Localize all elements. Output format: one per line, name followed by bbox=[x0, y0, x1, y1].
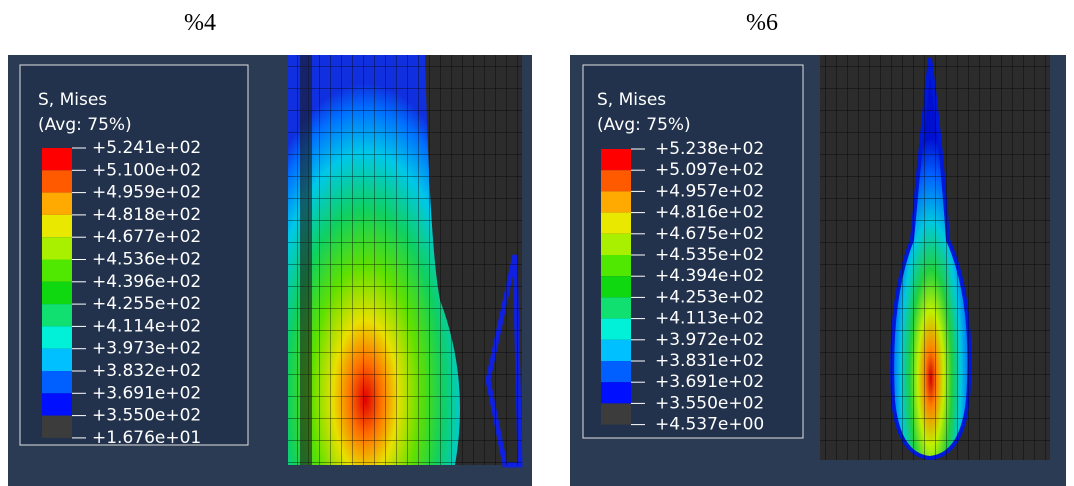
legend-label: +4.394e+02 bbox=[655, 266, 764, 286]
legend-label: +4.535e+02 bbox=[655, 245, 764, 265]
caption: %6 bbox=[746, 10, 778, 36]
legend-label: +4.113e+02 bbox=[655, 309, 764, 329]
legend-swatch bbox=[601, 319, 631, 340]
legend-label: +4.677e+02 bbox=[92, 227, 201, 247]
legend-swatch bbox=[601, 213, 631, 234]
legend-swatch bbox=[42, 304, 72, 326]
legend-label: +4.818e+02 bbox=[92, 205, 201, 225]
legend-swatch bbox=[42, 282, 72, 304]
legend-label: +4.396e+02 bbox=[92, 272, 201, 292]
legend-swatch bbox=[601, 170, 631, 191]
legend-swatch bbox=[42, 193, 72, 215]
legend-label: +5.100e+02 bbox=[92, 160, 201, 180]
legend-label: +3.691e+02 bbox=[92, 383, 201, 403]
legend-label: +1.676e+01 bbox=[92, 428, 201, 448]
legend-swatch bbox=[601, 149, 631, 170]
legend-label: +3.691e+02 bbox=[655, 372, 764, 392]
legend-label: +3.972e+02 bbox=[655, 330, 764, 350]
legend-label: +3.831e+02 bbox=[655, 351, 764, 371]
legend-label: +5.241e+02 bbox=[92, 138, 201, 158]
legend-swatch bbox=[42, 326, 72, 348]
legend-swatch bbox=[601, 361, 631, 382]
legend-label: +4.536e+02 bbox=[92, 250, 201, 270]
legend-swatch bbox=[42, 416, 72, 438]
legend-swatch bbox=[42, 237, 72, 259]
model bbox=[820, 55, 1050, 460]
legend-label: +3.973e+02 bbox=[92, 339, 201, 359]
legend-swatch bbox=[42, 215, 72, 237]
legend-swatch bbox=[42, 260, 72, 282]
model bbox=[288, 55, 522, 465]
legend-subtitle: (Avg: 75%) bbox=[38, 115, 132, 135]
legend-label: +4.253e+02 bbox=[655, 287, 764, 307]
legend-label: +4.255e+02 bbox=[92, 294, 201, 314]
legend-swatch bbox=[601, 382, 631, 403]
legend-label: +4.816e+02 bbox=[655, 203, 764, 223]
legend-label: +4.957e+02 bbox=[655, 181, 764, 201]
legend-swatch bbox=[601, 340, 631, 361]
legend-label: +3.550e+02 bbox=[92, 406, 201, 426]
legend-label: +5.238e+02 bbox=[655, 139, 764, 159]
legend-label: +4.675e+02 bbox=[655, 224, 764, 244]
legend-swatch bbox=[601, 276, 631, 297]
legend-swatch bbox=[42, 371, 72, 393]
legend-swatch bbox=[601, 234, 631, 255]
legend-swatch bbox=[42, 393, 72, 415]
legend-label: +4.959e+02 bbox=[92, 183, 201, 203]
legend-swatch bbox=[42, 170, 72, 192]
legend-swatch bbox=[601, 191, 631, 212]
legend-subtitle: (Avg: 75%) bbox=[597, 115, 691, 135]
legend-title: S, Mises bbox=[38, 90, 107, 110]
legend-label: +3.550e+02 bbox=[655, 393, 764, 413]
caption: %4 bbox=[184, 10, 216, 36]
legend-label: +3.832e+02 bbox=[92, 361, 201, 381]
legend-label: +4.537e+00 bbox=[655, 415, 764, 435]
legend-swatch bbox=[601, 297, 631, 318]
legend-swatch bbox=[601, 403, 631, 424]
legend-swatch bbox=[42, 349, 72, 371]
legend-label: +5.097e+02 bbox=[655, 160, 764, 180]
legend-label: +4.114e+02 bbox=[92, 316, 201, 336]
legend-title: S, Mises bbox=[597, 90, 666, 110]
figure: %4 %6 S, Mises (Avg: 75%) +5.241e+02+5.100… bbox=[0, 0, 1074, 486]
legend-swatch bbox=[601, 255, 631, 276]
legend-swatch bbox=[42, 148, 72, 170]
